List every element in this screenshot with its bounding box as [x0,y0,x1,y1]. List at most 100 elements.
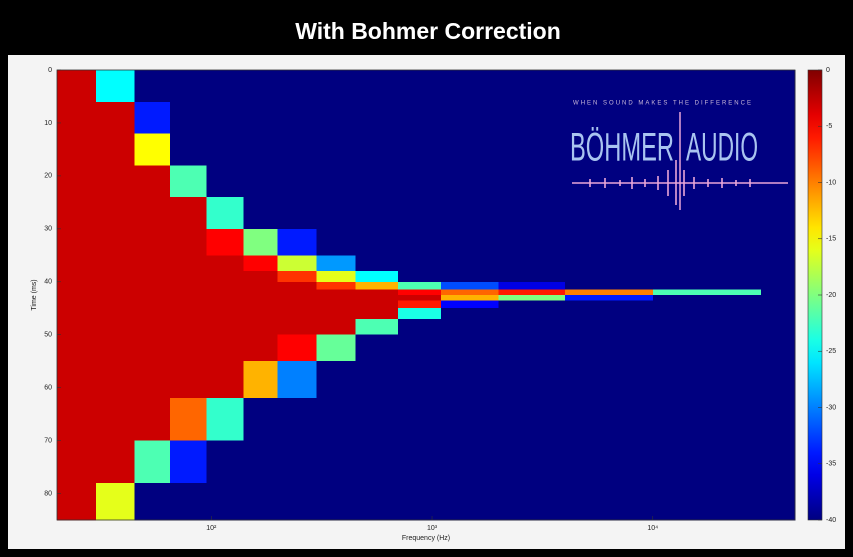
heatmap-cell [206,289,245,296]
heatmap-cell [134,281,171,291]
heatmap-cell [761,482,796,521]
heatmap-cell [277,197,318,230]
heatmap-cell [169,295,207,301]
heatmap-cell [95,271,136,283]
y-tick-label: 50 [44,332,52,339]
heatmap-cell [134,440,171,484]
heatmap-cell [316,255,356,272]
heatmap-cell [95,101,136,135]
heatmap-cell [397,281,442,291]
heatmap-cell [95,295,136,301]
heatmap-cell [134,289,171,296]
colorbar-tick-label: -40 [826,517,836,524]
heatmap-cell [169,318,207,336]
logo-word: BÖHMER [570,126,674,170]
heatmap-cell [652,70,762,103]
heatmap-cell [761,133,796,166]
heatmap-cell [355,165,399,198]
heatmap-cell [316,361,356,399]
heatmap-cell [761,255,796,272]
heatmap-cell [441,295,499,301]
heatmap-cell [134,318,171,336]
heatmap-cell [355,308,399,320]
heatmap-cell [169,281,207,291]
heatmap-cell [652,197,762,230]
heatmap-cell [95,300,136,309]
heatmap-cell [761,228,796,256]
heatmap-cell [206,271,245,283]
heatmap-cell [134,295,171,301]
heatmap-cell [134,133,171,166]
heatmap-cell [206,133,245,166]
heatmap-cell [134,300,171,309]
heatmap-cell [652,101,762,135]
heatmap-cell [169,398,207,442]
heatmap-cell [355,318,399,336]
heatmap-cell [134,101,171,135]
heatmap-cell [652,334,762,362]
heatmap-cell [397,165,442,198]
heatmap-cell [564,440,654,484]
heatmap-cell [316,70,356,103]
heatmap-cell [397,101,442,135]
heatmap-cell [761,281,796,291]
heatmap-cell [95,308,136,320]
heatmap-cell [95,482,136,521]
heatmap-cell [316,281,356,291]
heatmap-cell [441,197,499,230]
heatmap-cell [95,281,136,291]
heatmap-cell [761,334,796,362]
heatmap-cell [498,255,566,272]
heatmap-cell [95,228,136,256]
heatmap-cell [206,308,245,320]
heatmap-cell [243,318,279,336]
heatmap-cell [652,318,762,336]
heatmap-cell [564,281,654,291]
heatmap-cell [243,308,279,320]
heatmap-cell [316,228,356,256]
heatmap-cell [316,308,356,320]
y-tick-label: 0 [48,67,52,74]
x-axis-label: Frequency (Hz) [402,535,450,542]
y-tick-label: 80 [44,490,52,497]
heatmap-cell [441,133,499,166]
x-tick-label: 10² [206,525,217,532]
heatmap-cell [355,295,399,301]
heatmap-cell [652,361,762,399]
heatmap-cell [761,295,796,301]
chart-title: With Bohmer Correction [295,18,561,44]
heatmap-cell [316,440,356,484]
heatmap-cell [277,70,318,103]
colorbar-tick-label: -35 [826,461,836,468]
heatmap-cell [652,440,762,484]
heatmap-cell [652,281,762,291]
heatmap-cell [498,361,566,399]
heatmap-cell [397,70,442,103]
heatmap-cell [316,289,356,296]
heatmap-cell [397,295,442,301]
heatmap-cell [134,271,171,283]
heatmap-cell [498,228,566,256]
heatmap-cell [761,361,796,399]
heatmap-cell [57,271,97,283]
heatmap-cell [206,197,245,230]
heatmap-cell [564,398,654,442]
heatmap-cell [169,133,207,166]
logo-word: AUDIO [686,126,758,170]
heatmap-cell [206,70,245,103]
heatmap-cell [564,318,654,336]
heatmap-cell [397,318,442,336]
heatmap-cell [498,334,566,362]
heatmap-cell [652,255,762,272]
heatmap-cell [57,361,97,399]
heatmap-cell [57,289,97,296]
heatmap-cell [397,334,442,362]
heatmap-cell [57,334,97,362]
heatmap-cell [134,197,171,230]
heatmap-cell [441,228,499,256]
heatmap-cell [355,197,399,230]
heatmap-cell [57,101,97,135]
heatmap-cell [316,300,356,309]
heatmap-cell [652,300,762,309]
heatmap-cell [316,334,356,362]
